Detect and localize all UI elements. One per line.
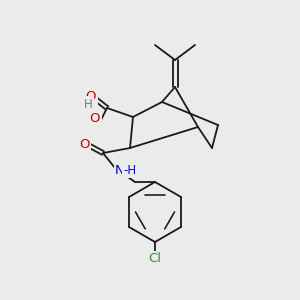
Text: O: O xyxy=(79,139,89,152)
Text: H: H xyxy=(84,98,92,110)
Text: -H: -H xyxy=(123,164,136,176)
Text: O: O xyxy=(90,112,100,124)
Text: Cl: Cl xyxy=(148,253,161,266)
Text: N: N xyxy=(115,164,125,176)
Text: O: O xyxy=(86,91,96,103)
